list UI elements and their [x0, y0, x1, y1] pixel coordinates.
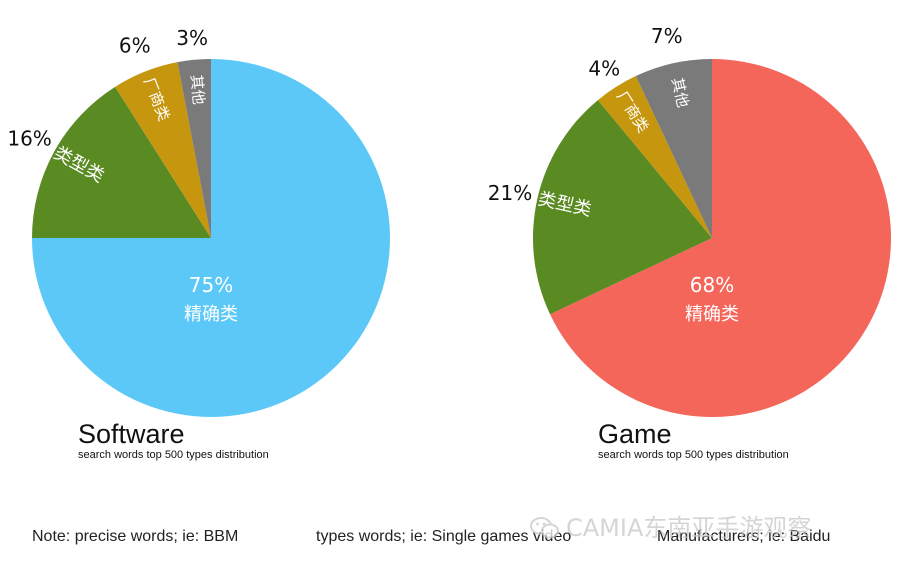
pie-slice: [32, 86, 211, 239]
pie-slice: [550, 59, 892, 417]
watermark: CAMIA东南亚手游观察: [530, 508, 811, 543]
slice-category-label: 精确类: [184, 304, 238, 325]
slice-percent-label: 7%: [651, 24, 683, 48]
slice-percent-label: 16%: [7, 126, 51, 150]
slice-percent-label: 21%: [488, 181, 532, 205]
watermark-text: CAMIA东南亚手游观察: [566, 514, 812, 542]
slice-category-label: 精确类: [685, 304, 739, 325]
pie-slice: [177, 59, 211, 238]
chart-subtitle: search words top 500 types distribution: [78, 449, 269, 461]
note-manufacturers: Manufacturers; ie: Baidu: [657, 528, 831, 545]
note-precise-words: Note: precise words; ie: BBM: [32, 528, 239, 545]
slice-percent-label: 68%: [690, 273, 734, 297]
pie-slice: [597, 76, 712, 238]
slice-percent-label: 3%: [176, 26, 208, 50]
slice-percent-label: 75%: [189, 273, 233, 297]
wechat-icon: [530, 517, 559, 539]
note-types-words: types words; ie: Single games video: [316, 528, 572, 545]
pie-slice: [533, 100, 712, 315]
chart-subtitle: search words top 500 types distribution: [598, 449, 789, 461]
pie-slice: [115, 62, 211, 238]
slice-percent-label: 6%: [119, 34, 151, 58]
pie-slice: [635, 59, 712, 238]
slice-category-label: 其他: [187, 74, 208, 106]
slice-percent-label: 4%: [588, 56, 620, 80]
chart-title: Software: [78, 419, 185, 449]
chart-title: Game: [598, 419, 672, 449]
